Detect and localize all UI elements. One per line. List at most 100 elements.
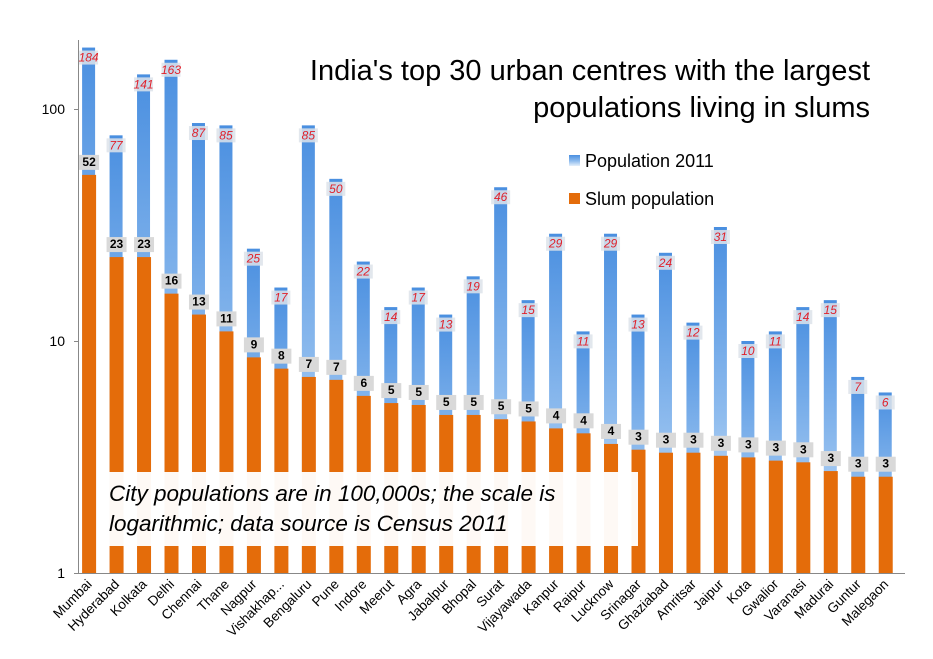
population-label-background — [134, 77, 154, 92]
chart-title-line-1: India's top 30 urban centres with the la… — [310, 55, 870, 87]
slum-bar — [658, 452, 673, 573]
population-data-label: 10 — [741, 344, 755, 358]
population-data-label: 25 — [246, 252, 261, 266]
slum-label-background — [601, 423, 622, 439]
population-data-label: 14 — [796, 310, 810, 324]
slum-label-background — [683, 432, 704, 448]
slum-data-label: 4 — [608, 424, 615, 438]
slum-label-background — [271, 348, 292, 364]
slum-bar — [823, 471, 838, 573]
slum-bar — [713, 455, 728, 573]
slum-label-background — [573, 413, 594, 429]
slum-data-label: 3 — [855, 457, 862, 471]
population-data-label: 6 — [882, 395, 889, 409]
population-data-label: 11 — [577, 334, 589, 348]
slum-data-label: 16 — [165, 274, 179, 288]
slum-label-background — [161, 273, 182, 289]
population-label-background — [546, 236, 566, 251]
population-label-background — [491, 190, 511, 205]
x-axis-tick-labels: MumbaiHyderabadKolkataDelhiChennaiThaneN… — [50, 576, 891, 639]
population-label-background — [875, 395, 895, 410]
slum-data-label: 13 — [192, 295, 206, 309]
slum-label-background — [408, 384, 429, 400]
slum-label-background — [188, 294, 209, 310]
population-data-label: 13 — [631, 318, 645, 332]
slum-label-background — [326, 359, 347, 375]
slum-label-background — [106, 237, 127, 253]
slum-bar — [82, 174, 97, 574]
legend-swatch-population — [569, 155, 580, 166]
slum-data-label: 4 — [553, 408, 560, 422]
population-data-label: 17 — [274, 291, 289, 305]
slum-label-background — [216, 311, 237, 327]
population-label-background — [243, 251, 263, 266]
note-box: City populations are in 100,000s; the sc… — [100, 472, 638, 546]
population-data-label: 31 — [714, 230, 727, 244]
slum-bar — [768, 460, 783, 573]
slum-label-background — [793, 442, 814, 458]
slum-data-label: 5 — [388, 383, 395, 397]
slum-label-background — [820, 451, 841, 467]
population-data-label: 24 — [658, 256, 673, 270]
population-label-background — [738, 344, 758, 358]
population-data-label: 50 — [329, 182, 343, 196]
population-data-label: 11 — [769, 334, 781, 348]
population-data-label: 13 — [439, 318, 453, 332]
slum-label-background — [381, 383, 402, 399]
population-label-background — [820, 303, 840, 318]
population-label-background — [326, 181, 346, 196]
slum-bar — [796, 462, 811, 573]
slum-label-background — [134, 237, 155, 253]
population-data-label: 29 — [603, 237, 618, 251]
population-data-label: 22 — [356, 265, 371, 279]
slum-label-background — [875, 456, 896, 472]
slum-data-label: 5 — [470, 395, 477, 409]
slum-label-background — [628, 429, 649, 445]
x-tick-label: Jaipur — [690, 576, 727, 613]
slum-data-label: 6 — [360, 376, 367, 390]
slum-label-background — [436, 394, 457, 410]
population-label-background — [106, 138, 126, 153]
population-label-background — [271, 290, 291, 305]
population-data-label: 14 — [384, 310, 398, 324]
slum-label-background — [848, 456, 869, 472]
population-label-background — [848, 379, 868, 394]
slum-data-label: 3 — [635, 430, 642, 444]
population-label-background — [601, 236, 621, 251]
population-data-label: 17 — [412, 291, 427, 305]
population-data-label: 85 — [302, 128, 316, 142]
population-label-background — [188, 126, 208, 141]
slum-data-label: 5 — [525, 401, 532, 415]
slum-data-label: 4 — [580, 413, 587, 427]
slum-data-label: 3 — [663, 433, 670, 447]
population-label-background — [436, 317, 456, 332]
population-label-background — [765, 334, 785, 349]
slum-data-label: 11 — [220, 311, 233, 325]
legend: Population 2011 Slum population — [569, 151, 714, 209]
slum-label-background — [79, 154, 100, 170]
slum-label-background — [710, 435, 731, 451]
slum-data-label: 3 — [690, 433, 697, 447]
y-tick-label: 1 — [57, 565, 65, 581]
population-label-background — [793, 310, 813, 325]
slum-data-label: 9 — [251, 337, 258, 351]
slum-label-background — [463, 394, 484, 410]
legend-label-population: Population 2011 — [585, 151, 714, 171]
slum-data-label: 23 — [137, 237, 151, 251]
legend-label-slum: Slum population — [585, 189, 714, 209]
population-label-background — [216, 128, 236, 143]
slum-data-label: 3 — [745, 437, 752, 451]
population-label-background — [79, 50, 99, 65]
slum-data-label: 7 — [333, 360, 340, 374]
note-line-1: City populations are in 100,000s; the sc… — [109, 481, 556, 506]
note-line-2: logarithmic; data source is Census 2011 — [109, 511, 508, 536]
population-data-label: 29 — [548, 237, 563, 251]
slum-data-label: 3 — [800, 442, 807, 456]
slum-label-background — [491, 399, 512, 415]
slum-bar — [878, 476, 893, 573]
slum-data-label: 3 — [718, 436, 725, 450]
population-label-background — [408, 290, 428, 305]
slum-label-background — [298, 356, 319, 372]
slum-data-label: 52 — [82, 155, 96, 169]
